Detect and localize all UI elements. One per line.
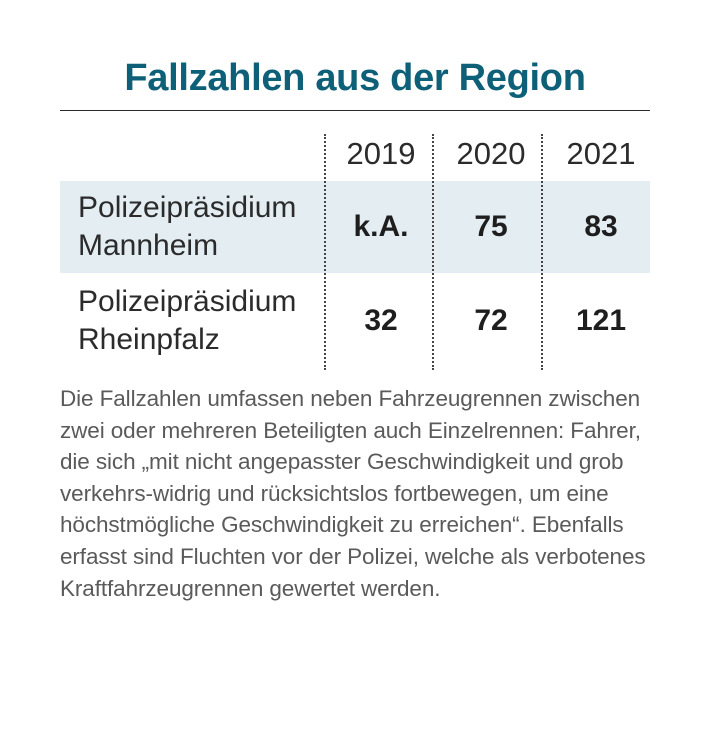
row-label-line1: Polizeipräsidium [78,285,297,318]
column-header-2020: 2020 [456,136,526,171]
row-label-line2: Mannheim [78,229,219,262]
explanatory-note: Die Fallzahlen umfassen neben Fahrzeugre… [60,386,646,601]
row-label-line1: Polizeipräsidium [78,191,297,224]
column-divider [432,134,434,370]
column-header-2019: 2019 [346,136,416,171]
table-header-row: 2019 2020 2021 [60,130,650,176]
row-label: Polizeipräsidium Rheinpfalz [78,283,328,359]
row-label-line2: Rheinpfalz [78,323,220,356]
column-divider [324,134,326,370]
row-label: Polizeipräsidium Mannheim [78,189,328,265]
table-cell-2020: 72 [474,304,508,337]
column-divider [541,134,543,370]
table-cell-2021: 121 [575,304,627,337]
table-row-mannheim: Polizeipräsidium Mannheim k.A. 75 83 [60,181,650,273]
title-divider [60,110,650,111]
table-cell-2020: 75 [474,210,508,243]
table-row-rheinpfalz: Polizeipräsidium Rheinpfalz 32 72 121 [60,275,650,367]
column-header-2021: 2021 [566,136,636,171]
table-cell-2019: 32 [364,304,398,337]
table-cell-2019: k.A. [353,210,409,243]
table-cell-2021: 83 [584,210,618,243]
page-title: Fallzahlen aus der Region [124,57,586,99]
